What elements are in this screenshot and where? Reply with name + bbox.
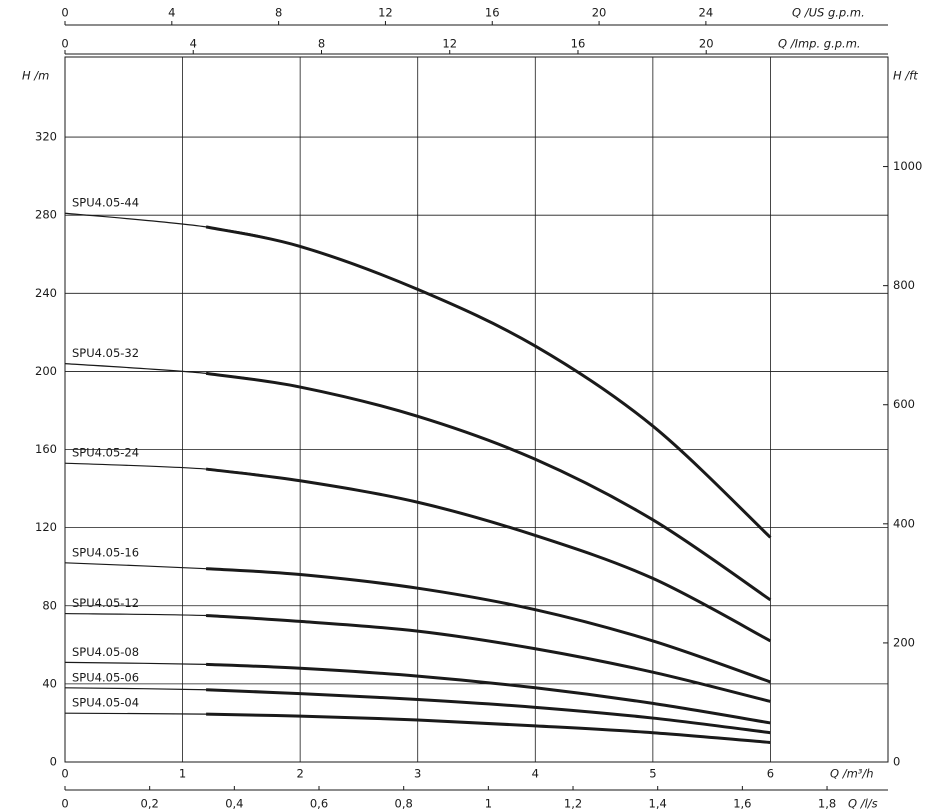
y-tick-label: 80	[42, 598, 57, 612]
x-tick-label: 4	[532, 767, 539, 781]
x-ls-tick-label: 1,2	[564, 797, 582, 811]
curve-duty	[206, 688, 771, 735]
x-impgpm-tick-label: 16	[571, 37, 586, 51]
x-usgpm-axis-title: Q /US g.p.m.	[792, 6, 865, 20]
x-ls-tick-label: 0,6	[310, 797, 328, 811]
y-tick-label: 120	[35, 520, 57, 534]
x-tick-label: 2	[296, 767, 303, 781]
x-ls-tick-label: 0,2	[141, 797, 159, 811]
x-ls-tick-label: 0,8	[395, 797, 413, 811]
curve-duty	[205, 225, 772, 539]
x-ls-tick-label: 0,4	[225, 797, 243, 811]
curve-duty	[205, 567, 771, 684]
series-label: SPU4.05-32	[72, 346, 139, 360]
curve-duty	[205, 614, 771, 703]
y-axis-title: H /m	[22, 69, 49, 83]
x-usgpm-tick-label: 8	[275, 6, 282, 20]
y-tick-label: 200	[35, 364, 57, 378]
y-tick-label: 280	[35, 208, 57, 222]
x-ls-tick-label: 0	[61, 797, 68, 811]
x-usgpm-tick-label: 12	[378, 6, 393, 20]
x-usgpm-tick-label: 20	[592, 6, 607, 20]
x-impgpm-tick-label: 20	[699, 37, 714, 51]
series-label: SPU4.05-08	[72, 645, 139, 659]
x-ls-tick-label: 1,8	[818, 797, 836, 811]
y2-tick-label: 600	[893, 397, 915, 411]
y-tick-label: 0	[50, 755, 57, 769]
x-tick-label: 6	[767, 767, 774, 781]
series-label: SPU4.05-24	[72, 446, 139, 460]
series-label: SPU4.05-06	[72, 670, 139, 684]
x-axis-title: Q /m³/h	[830, 767, 874, 781]
x-tick-label: 1	[179, 767, 186, 781]
x-usgpm-tick-label: 24	[699, 6, 714, 20]
x-tick-label: 0	[61, 767, 68, 781]
series-label: SPU4.05-44	[72, 196, 139, 210]
series-label: SPU4.05-12	[72, 596, 139, 610]
x-impgpm-tick-label: 0	[61, 37, 68, 51]
x-usgpm-tick-label: 0	[61, 6, 68, 20]
curve-duty	[205, 371, 772, 602]
y2-tick-label: 800	[893, 278, 915, 292]
series-label: SPU4.05-16	[72, 545, 139, 559]
series-label: SPU4.05-04	[72, 696, 139, 710]
x-tick-label: 3	[414, 767, 421, 781]
y-tick-label: 160	[35, 442, 57, 456]
x-usgpm-tick-label: 16	[485, 6, 500, 20]
y-tick-label: 240	[35, 286, 57, 300]
y2-tick-label: 400	[893, 516, 915, 530]
y2-tick-label: 0	[893, 755, 900, 769]
plot-frame	[64, 56, 889, 763]
curve-duty	[206, 662, 771, 725]
y2-axis-title: H /ft	[893, 69, 918, 83]
x-impgpm-tick-label: 12	[442, 37, 457, 51]
x-ls-tick-label: 1,6	[733, 797, 751, 811]
x-impgpm-tick-label: 4	[190, 37, 197, 51]
y2-tick-label: 200	[893, 635, 915, 649]
x-tick-label: 5	[649, 767, 656, 781]
x-usgpm-tick-label: 4	[168, 6, 175, 20]
x-impgpm-axis-title: Q /Imp. g.p.m.	[778, 37, 861, 51]
curve-duty	[206, 712, 771, 744]
y-tick-label: 40	[42, 676, 57, 690]
x-ls-tick-label: 1,4	[649, 797, 667, 811]
y2-tick-label: 1000	[893, 159, 922, 173]
x-impgpm-tick-label: 8	[318, 37, 325, 51]
x-ls-tick-label: 1	[485, 797, 492, 811]
y-tick-label: 320	[35, 130, 57, 144]
curve-duty	[205, 467, 772, 643]
x-ls-axis-title: Q /l/s	[848, 797, 878, 811]
